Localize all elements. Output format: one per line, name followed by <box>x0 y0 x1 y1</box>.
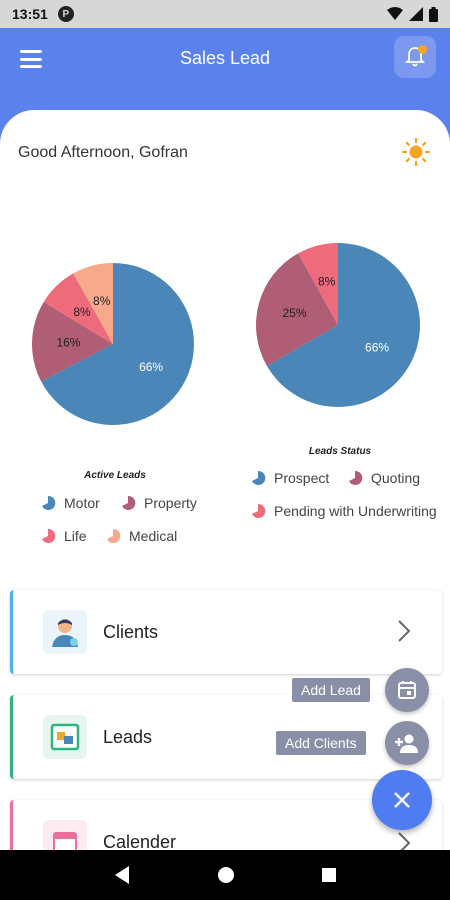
status-bar: 13:51 P <box>0 0 450 28</box>
chevron-right-icon <box>398 620 411 642</box>
pie-legend-icon <box>107 528 121 543</box>
legend-label: Motor <box>64 495 100 511</box>
legend-label: Quoting <box>371 470 421 486</box>
chevron-right-icon <box>398 832 411 854</box>
add-clients-button[interactable] <box>385 721 429 765</box>
active-leads-title: Active Leads <box>84 470 146 481</box>
calendar-add-icon <box>398 681 416 699</box>
pie-legend-icon <box>349 470 363 485</box>
legend-label: Pending with Underwriting <box>274 503 437 519</box>
legend-item-pending-with-underwriting: Pending with Underwriting <box>250 503 437 519</box>
pie-label-quoting: 25% <box>283 306 307 320</box>
status-time: 13:51 <box>12 6 48 22</box>
pie-slice-medical <box>73 263 113 344</box>
notification-dot <box>418 45 427 54</box>
legend-item-quoting: Quoting <box>347 470 420 486</box>
status-icons <box>387 6 438 22</box>
close-icon <box>394 792 410 808</box>
calender-card-label: Calender <box>103 832 177 852</box>
legend-label: Life <box>64 528 87 544</box>
pie-slice-quoting <box>256 253 338 366</box>
pie-label-property: 16% <box>56 336 80 350</box>
navigation-bar <box>0 850 450 900</box>
recents-icon[interactable] <box>321 867 337 883</box>
legend-label: Property <box>144 495 197 511</box>
add-lead-label[interactable]: Add Lead <box>292 678 370 702</box>
clients-card[interactable]: Clients <box>10 590 442 674</box>
pie-legend-icon <box>42 528 56 543</box>
legend-label: Prospect <box>274 470 330 486</box>
pie-label-medical: 8% <box>93 294 111 308</box>
greeting-text: Good Afternoon, Gofran <box>18 144 188 161</box>
leads-card[interactable]: Leads <box>10 695 442 779</box>
pie-label-pending-with-underwriting: 8% <box>318 274 336 288</box>
pie-slice-motor <box>41 263 194 425</box>
add-clients-label[interactable]: Add Clients <box>276 731 366 755</box>
pie-slice-property <box>32 302 114 382</box>
notifications-button[interactable] <box>394 36 436 78</box>
legend-item-property: Property <box>120 495 197 511</box>
signal-icon <box>409 7 423 21</box>
fab-close-button[interactable] <box>372 770 432 830</box>
leads-status-pie-chart: 66% 25% 8% <box>256 243 420 407</box>
legend-label: Medical <box>129 528 178 544</box>
app-title: Sales Lead <box>179 48 271 68</box>
pie-legend-icon <box>42 495 56 510</box>
pie-legend-icon <box>252 503 266 518</box>
legend-item-motor: Motor <box>40 495 100 511</box>
legend-item-medical: Medical <box>105 528 177 544</box>
pie-legend-icon <box>122 495 136 510</box>
sun-icon <box>402 138 430 166</box>
leads-card-label: Leads <box>103 727 153 747</box>
clients-card-label: Clients <box>103 622 159 642</box>
pie-legend-icon <box>252 470 266 485</box>
legend-item-prospect: Prospect <box>250 470 329 486</box>
pie-slice-life <box>43 273 113 344</box>
wifi-icon <box>387 7 403 20</box>
active-leads-pie-chart: 66% 16% 8%8% <box>32 263 194 425</box>
pie-slice-prospect <box>266 243 420 407</box>
home-icon[interactable] <box>217 866 235 884</box>
add-lead-button[interactable] <box>385 668 429 712</box>
notification-badge: P <box>57 6 74 22</box>
leads-icon <box>43 715 87 759</box>
client-icon <box>43 610 87 654</box>
pie-label-life: 8% <box>73 305 91 319</box>
person-add-icon <box>395 734 418 753</box>
menu-icon[interactable] <box>18 46 44 72</box>
back-icon[interactable] <box>113 865 131 885</box>
battery-icon <box>429 6 438 22</box>
pie-label-motor: 66% <box>139 360 163 374</box>
legend-item-life: Life <box>40 528 87 544</box>
app-bar: Sales Lead <box>0 28 450 90</box>
leads-status-title: Leads Status <box>308 446 372 457</box>
pie-label-prospect: 66% <box>365 341 389 355</box>
pie-slice-pending-with-underwriting <box>298 243 338 325</box>
